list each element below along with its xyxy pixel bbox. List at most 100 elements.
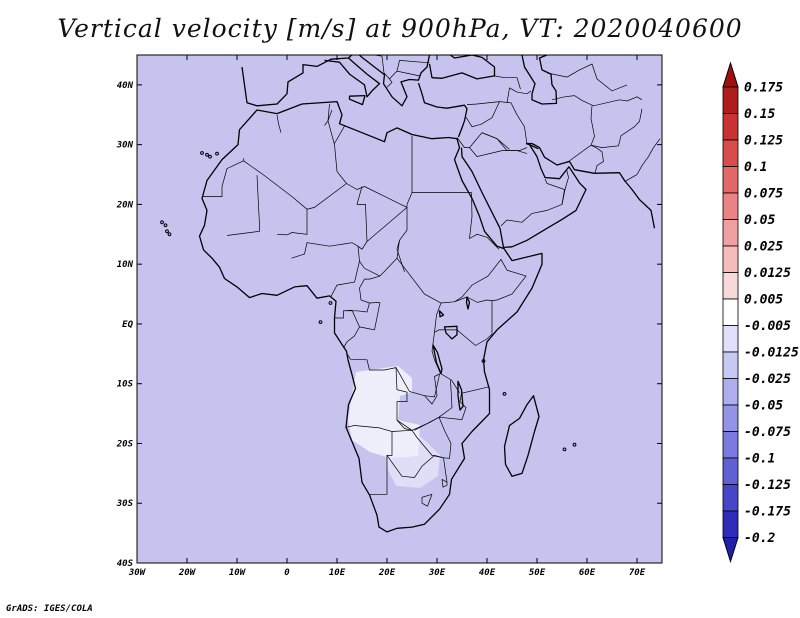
colorbar-label: -0.05: [744, 399, 783, 414]
island-outline: [481, 359, 486, 363]
country-border: [334, 125, 345, 144]
colorbar-bin: [722, 484, 739, 512]
country-border: [561, 170, 569, 205]
colorbar-label: 0.075: [744, 187, 783, 202]
country-border: [590, 144, 604, 174]
lon-tick-label: 30E: [428, 568, 446, 578]
map-title: Vertical velocity [m/s] at 900hPa, VT: 2…: [57, 14, 743, 43]
europe-coastline: [241, 55, 431, 107]
lon-tick-label: 40E: [479, 568, 496, 578]
island-outline: [562, 447, 567, 452]
country-border: [480, 101, 528, 145]
italy-coastline: [324, 57, 381, 98]
country-border: [469, 147, 528, 157]
colorbar-bin: [722, 113, 739, 141]
colorbar-label: -0.1: [744, 452, 775, 467]
colorbar-bin: [722, 298, 739, 326]
lake-outline: [457, 380, 464, 411]
velocity-field: [137, 55, 662, 563]
sicily-coastline: [348, 94, 366, 106]
lake-outline: [465, 296, 471, 310]
lake-outline: [438, 310, 445, 318]
persian-gulf-coastline: [529, 144, 539, 150]
africa-coastline: [198, 100, 543, 533]
country-border: [202, 160, 244, 197]
lat-tick-label: 20N: [116, 200, 134, 210]
colorbar-bin: [722, 431, 739, 459]
island-outline: [165, 229, 169, 234]
country-border: [383, 70, 420, 80]
colorbar-label: 0.05: [744, 213, 775, 228]
colorbar-label: -0.005: [744, 319, 791, 334]
persia-coastline: [526, 142, 656, 229]
lon-tick-label: 10W: [229, 568, 247, 578]
colorbar-bin: [722, 86, 739, 114]
island-outline: [215, 151, 219, 156]
country-border: [438, 386, 490, 420]
colorbar-top-cap: [722, 61, 739, 88]
country-border: [291, 186, 368, 259]
country-border: [424, 374, 440, 398]
lat-tick-label: 40S: [117, 559, 134, 569]
country-border: [421, 493, 433, 507]
country-border: [454, 258, 527, 303]
colorbar-bin: [722, 457, 739, 485]
madagascar-coastline: [503, 395, 540, 477]
country-border: [327, 103, 347, 184]
country-border: [226, 175, 260, 236]
lat-tick-label: 20S: [116, 439, 134, 449]
country-border: [466, 101, 500, 105]
country-border: [481, 132, 510, 150]
country-border: [276, 114, 282, 133]
country-border: [359, 302, 381, 331]
island-outline: [572, 442, 577, 447]
island-outline: [318, 320, 323, 325]
colorbar-bin: [722, 351, 739, 379]
lon-tick-label: 10E: [329, 568, 346, 578]
colorbar-bin: [722, 245, 739, 273]
country-border: [391, 429, 444, 459]
axis-ticks: 30W 20W 10W 0 10E 20E 30E 40E 50E 60E 70E 40N 30N 20N…: [116, 55, 662, 578]
country-border: [372, 55, 385, 73]
lake-outline: [443, 325, 458, 340]
country-border: [624, 138, 661, 183]
country-border: [506, 87, 532, 103]
country-border: [434, 302, 457, 333]
colorbar-bin: [722, 219, 739, 247]
colorbar-label: -0.125: [744, 478, 791, 493]
colorbar-bin: [722, 166, 739, 194]
lat-tick-label: 10S: [117, 380, 134, 390]
country-border: [566, 105, 595, 163]
lon-tick-label: 50E: [529, 568, 546, 578]
colorbar-label: 0.005: [744, 293, 783, 308]
country-border: [546, 63, 628, 92]
country-border: [456, 300, 493, 346]
island-outline: [328, 301, 333, 305]
lon-tick-label: 20E: [378, 568, 396, 578]
country-border: [366, 207, 408, 242]
island-outline: [200, 151, 204, 155]
colorbar-bin: [722, 139, 739, 167]
colorbar-label: 0.1: [744, 160, 767, 175]
colorbar-bin: [722, 192, 739, 220]
turkey-coastline: [417, 82, 468, 138]
lon-tick-label: 70E: [629, 568, 646, 578]
country-border: [330, 246, 360, 297]
colorbar-label: -0.025: [744, 372, 791, 387]
colorbar-bin: [722, 378, 739, 406]
country-border: [469, 192, 500, 250]
island-outline: [163, 223, 168, 228]
colorbar-label: -0.075: [744, 425, 791, 440]
country-border: [500, 178, 565, 227]
island-outline: [208, 154, 212, 159]
country-border: [414, 416, 452, 459]
country-border: [386, 78, 393, 88]
colorbar-bin: [722, 510, 739, 538]
colorbar-label: 0.125: [744, 134, 783, 149]
colorbar: 0.175 0.15 0.125 0.1 0.075 0.05 0.025 0.0125 0.0…: [722, 61, 799, 564]
country-border: [465, 117, 482, 128]
island-outline: [160, 220, 164, 225]
country-border: [551, 95, 643, 107]
country-border: [590, 108, 643, 148]
